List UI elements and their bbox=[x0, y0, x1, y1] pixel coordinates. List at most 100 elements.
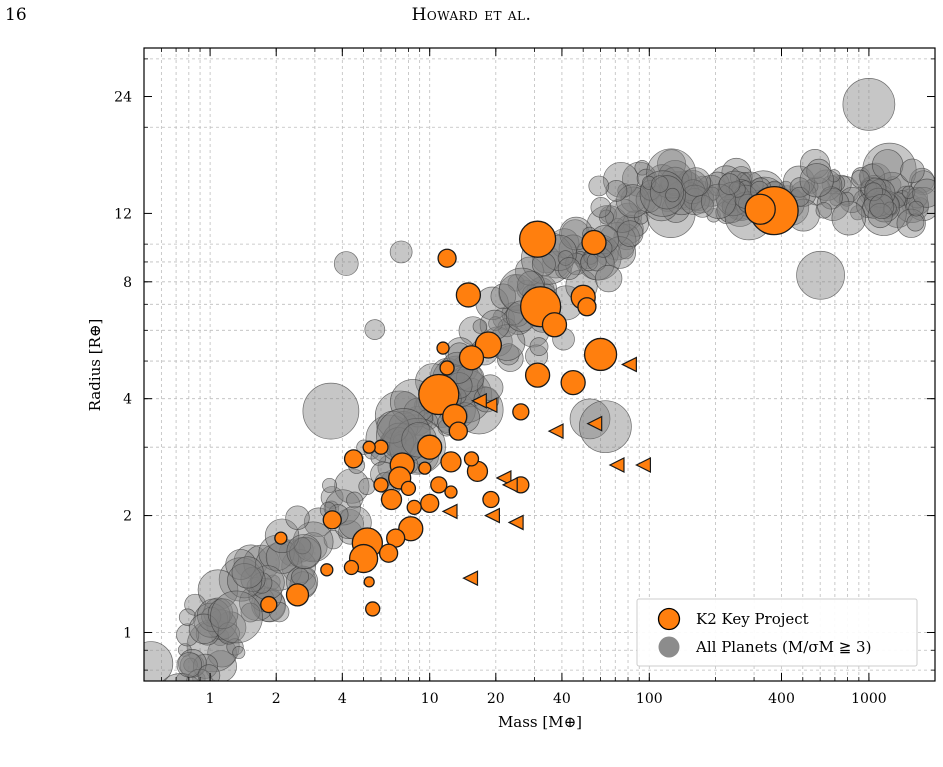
all-planets-marker bbox=[839, 191, 855, 207]
all-planets-marker bbox=[292, 521, 334, 563]
k2-upper-limit-marker bbox=[441, 503, 458, 520]
k2-planet-marker bbox=[398, 516, 424, 542]
k2-upper-limit-marker bbox=[507, 514, 524, 531]
all-planets-marker bbox=[900, 158, 925, 184]
y-tick-label: 12 bbox=[114, 206, 132, 222]
k2-upper-limit-marker bbox=[495, 469, 512, 486]
all-planets-marker bbox=[605, 180, 628, 202]
all-planets-marker bbox=[869, 193, 895, 220]
all-planets-marker bbox=[302, 382, 360, 440]
all-planets-marker bbox=[155, 691, 177, 713]
all-planets-marker bbox=[496, 345, 524, 372]
legend: K2 Key Project All Planets (M/σM ≧ 3) bbox=[636, 598, 918, 667]
all-planets-marker bbox=[634, 160, 650, 176]
y-tick-label: 1 bbox=[123, 625, 132, 641]
all-planets-marker bbox=[796, 250, 845, 300]
all-planets-marker bbox=[799, 163, 834, 198]
k2-planet-marker bbox=[362, 440, 376, 454]
all-planets-marker bbox=[265, 574, 281, 590]
all-planets-marker bbox=[207, 598, 239, 629]
all-planets-marker bbox=[231, 556, 264, 589]
all-planets-marker bbox=[240, 602, 261, 623]
all-planets-marker bbox=[186, 668, 213, 681]
all-planets-marker bbox=[177, 643, 192, 657]
k2-upper-limit-marker bbox=[547, 423, 564, 440]
k2-planet-marker bbox=[448, 421, 468, 441]
all-planets-marker bbox=[842, 78, 896, 131]
all-planets-marker bbox=[472, 319, 488, 334]
k2-planet-marker bbox=[400, 480, 417, 497]
k2-planet-marker bbox=[406, 499, 422, 516]
all-planets-marker bbox=[590, 197, 612, 218]
k2-planet-marker bbox=[418, 461, 432, 475]
all-planets-marker bbox=[286, 534, 322, 569]
x-tick-label: 10 bbox=[421, 691, 439, 707]
all-planets-marker bbox=[333, 251, 359, 276]
k2-planet-marker bbox=[417, 434, 443, 460]
all-planets-marker bbox=[616, 220, 644, 247]
all-planets-marker bbox=[579, 400, 632, 454]
x-tick-label: 1 bbox=[206, 691, 215, 707]
all-planets-marker bbox=[178, 608, 197, 626]
y-tick-label: 8 bbox=[123, 275, 132, 291]
all-planets-marker bbox=[912, 178, 935, 208]
k2-upper-limit-marker bbox=[586, 415, 603, 432]
all-planets-marker bbox=[864, 182, 883, 202]
k2-planet-marker bbox=[583, 337, 618, 372]
all-planets-marker bbox=[490, 283, 517, 310]
all-planets-marker bbox=[871, 149, 904, 181]
k2-planet-marker bbox=[285, 583, 310, 607]
all-planets-marker bbox=[901, 185, 916, 199]
x-tick-label: 20 bbox=[487, 691, 505, 707]
x-tick-label: 4 bbox=[338, 691, 347, 707]
k2-planet-marker bbox=[260, 595, 278, 614]
all-planets-marker bbox=[557, 257, 581, 280]
y-tick-label: 4 bbox=[123, 392, 132, 408]
k2-upper-limit-marker bbox=[484, 507, 500, 524]
k2-planet-marker bbox=[274, 531, 288, 545]
all-planets-marker bbox=[617, 243, 634, 260]
page-number: 16 bbox=[5, 5, 27, 25]
k2-planet-marker bbox=[581, 229, 607, 256]
all-planets-marker bbox=[730, 166, 753, 189]
k2-planet-marker bbox=[363, 576, 375, 588]
legend-box bbox=[636, 598, 918, 667]
k2-planet-marker bbox=[541, 312, 568, 338]
running-head: Howard et al. bbox=[411, 5, 532, 25]
k2-planet-marker bbox=[512, 403, 530, 421]
x-tick-label: 400 bbox=[768, 691, 795, 707]
k2-planet-marker bbox=[482, 490, 500, 509]
k2-planet-marker bbox=[440, 451, 462, 473]
k2-planet-marker bbox=[458, 345, 485, 371]
k2-planet-marker bbox=[455, 282, 482, 308]
all-planets-marker bbox=[588, 175, 610, 197]
all-planets-marker bbox=[294, 537, 312, 555]
all-planets-marker bbox=[168, 689, 198, 719]
x-tick-label: 40 bbox=[553, 691, 571, 707]
k2-upper-limit-marker bbox=[470, 392, 487, 409]
k2-planet-marker bbox=[365, 601, 381, 617]
all-planets-marker bbox=[665, 187, 680, 203]
all-planets-marker bbox=[376, 410, 410, 444]
k2-planet-marker bbox=[463, 451, 480, 467]
k2-planet-marker bbox=[420, 493, 440, 514]
k2-planet-marker bbox=[418, 373, 460, 416]
k2-planet-marker bbox=[320, 563, 334, 577]
k2-planet-marker bbox=[444, 485, 458, 499]
y-tick-label: 2 bbox=[123, 509, 132, 525]
k2-planet-marker bbox=[436, 341, 450, 355]
all-planets-marker bbox=[867, 203, 893, 229]
all-planets-marker bbox=[594, 264, 623, 293]
all-planets-marker bbox=[861, 190, 907, 236]
all-planets-marker bbox=[859, 163, 885, 190]
k2-upper-limit-marker bbox=[608, 457, 625, 473]
k2-planet-marker bbox=[322, 510, 342, 530]
all-planets-marker bbox=[816, 188, 850, 221]
k2-planet-marker bbox=[378, 543, 399, 563]
all-planets-marker bbox=[204, 650, 237, 681]
all-planets-marker bbox=[649, 175, 684, 210]
k2-planet-marker bbox=[437, 248, 457, 268]
all-planets-marker bbox=[906, 213, 925, 232]
k2-upper-limit-marker bbox=[621, 356, 637, 373]
all-planets-marker bbox=[908, 200, 924, 217]
